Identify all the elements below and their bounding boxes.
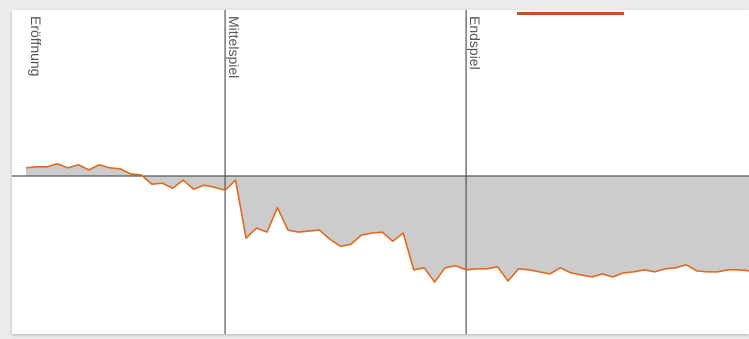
chart-panel: Eröffnung Mittelspiel Endspiel — [12, 10, 749, 334]
evaluation-chart: Eröffnung Mittelspiel Endspiel — [12, 10, 749, 334]
phase-label-2: Endspiel — [467, 16, 483, 70]
phase-label-1: Mittelspiel — [226, 16, 242, 78]
evaluation-area — [26, 163, 749, 283]
active-tab-indicator — [517, 12, 624, 15]
evaluation-line — [25, 162, 749, 283]
phase-label-0: Eröffnung — [28, 16, 44, 76]
